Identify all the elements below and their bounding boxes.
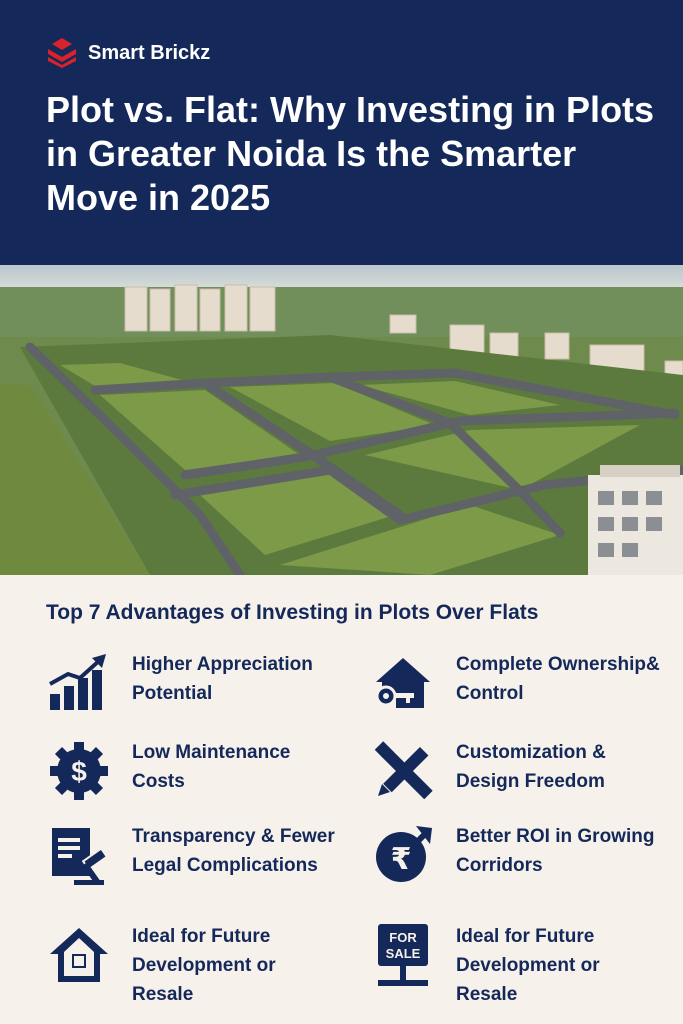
advantage-label: Ideal for Future Development or Resale (132, 926, 276, 1005)
advantages-title: Top 7 Advantages of Investing in Plots O… (46, 601, 539, 624)
house-key-icon (370, 650, 436, 716)
document-gavel-icon (46, 822, 112, 888)
header-banner: Smart Brickz Plot vs. Flat: Why Investin… (0, 0, 683, 265)
advantage-label: Transparency & Fewer Legal Complications (132, 826, 335, 876)
advantage-label: Customization & Design Freedom (456, 742, 606, 792)
advantage-label: Complete Ownership& Control (456, 654, 660, 704)
advantage-item: Higher Appreciation Potential (46, 650, 342, 716)
advantage-item: Customization & Design Freedom (370, 738, 666, 804)
for-sale-sign-icon: FOR SALE (370, 922, 436, 988)
home-icon (46, 922, 112, 988)
advantage-label: Higher Appreciation Potential (132, 654, 313, 704)
advantage-item: Transparency & Fewer Legal Complications (46, 822, 342, 888)
advantage-item: ₹ Better ROI in Growing Corridors (370, 822, 666, 888)
advantage-label: Better ROI in Growing Corridors (456, 826, 655, 876)
gear-dollar-icon: $ (46, 738, 112, 804)
pencil-ruler-icon (370, 738, 436, 804)
growth-chart-icon (46, 650, 112, 716)
svg-text:₹: ₹ (391, 842, 412, 877)
advantage-label: Ideal for Future Development or Resale (456, 926, 600, 1005)
for-sale-sign-text: FOR SALE (386, 930, 421, 961)
page-title: Plot vs. Flat: Why Investing in Plots in… (46, 89, 655, 218)
rupee-arrow-icon: ₹ (370, 822, 436, 888)
advantage-label: Low Maintenance Costs (132, 742, 291, 792)
advantage-item: Complete Ownership& Control (370, 650, 666, 716)
svg-text:$: $ (71, 756, 87, 787)
stacked-brick-logo (48, 38, 76, 68)
aerial-plots-photo (0, 265, 683, 575)
advantage-item: Ideal for Future Development or Resale (46, 922, 342, 1009)
advantage-item: FOR SALE Ideal for Future Development or … (370, 922, 666, 1009)
advantage-item: $ Low Maintenance Costs (46, 738, 342, 804)
brand[interactable]: Smart Brickz (46, 38, 210, 68)
brand-name: Smart Brickz (88, 41, 211, 64)
